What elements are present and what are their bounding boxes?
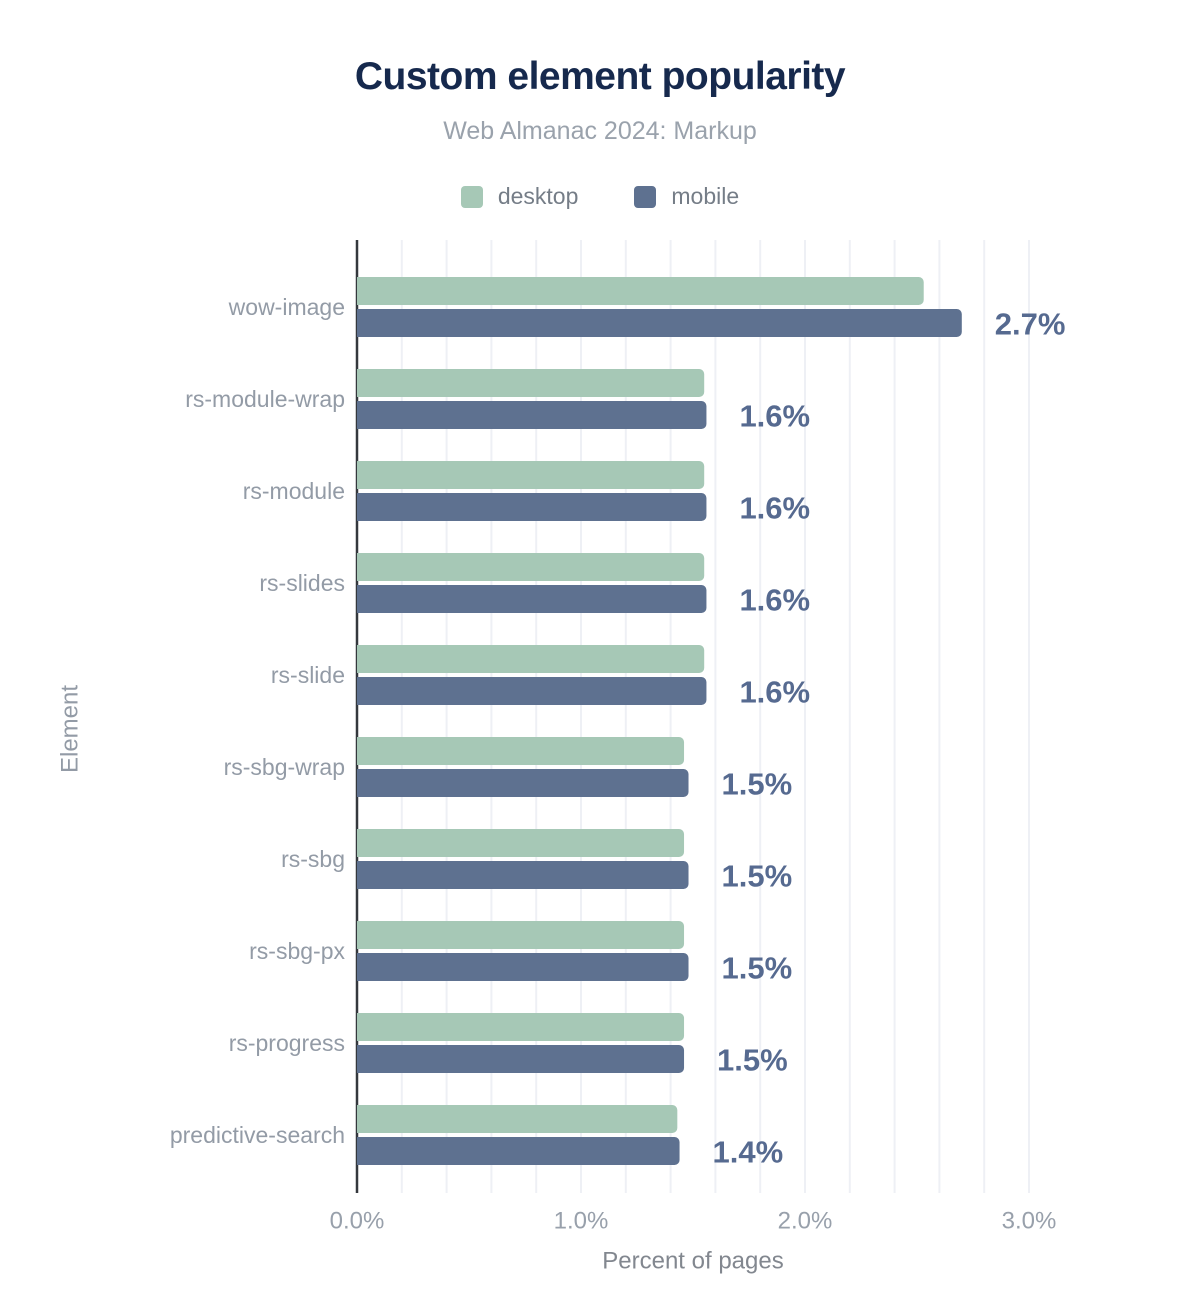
bar-mobile-rs-slides [357, 585, 707, 613]
bar-desktop-rs-module-wrap [357, 369, 705, 397]
bar-mobile-wow-image [357, 309, 962, 337]
legend-swatch-desktop [460, 185, 483, 208]
chart-header: Custom element popularity Web Almanac 20… [0, 54, 1200, 210]
bar-mobile-rs-sbg-wrap [357, 769, 689, 797]
chart-title: Custom element popularity [354, 55, 846, 98]
bar-desktop-rs-slide [357, 645, 705, 673]
legend-item-mobile: mobile [634, 183, 739, 210]
x-tick-label: 3.0% [1002, 1208, 1057, 1235]
value-label-rs-sbg-wrap: 1.5% [722, 767, 793, 802]
y-axis-title: Element [57, 685, 84, 773]
x-tick-label: 0.0% [330, 1208, 385, 1235]
category-label-rs-slides: rs-slides [259, 570, 345, 596]
legend-item-desktop: desktop [460, 183, 579, 210]
bar-desktop-rs-sbg-px [357, 921, 685, 949]
legend-swatch-mobile [634, 185, 657, 208]
bar-desktop-wow-image [357, 277, 924, 305]
bar-mobile-predictive-search [357, 1137, 680, 1165]
value-label-rs-sbg: 1.5% [722, 859, 793, 894]
value-label-rs-slide: 1.6% [739, 675, 810, 710]
value-label-rs-progress: 1.5% [717, 1043, 788, 1078]
value-label-rs-module-wrap: 1.6% [739, 399, 810, 434]
value-label-rs-sbg-px: 1.5% [722, 951, 793, 986]
bar-desktop-rs-module [357, 461, 705, 489]
bar-desktop-predictive-search [357, 1105, 678, 1133]
bar-desktop-rs-slides [357, 553, 705, 581]
category-label-rs-progress: rs-progress [229, 1030, 345, 1056]
bar-mobile-rs-module-wrap [357, 401, 707, 429]
category-label-predictive-search: predictive-search [170, 1122, 345, 1148]
value-label-rs-slides: 1.6% [739, 583, 810, 618]
legend-label-mobile: mobile [671, 183, 740, 209]
x-tick-label: 2.0% [778, 1208, 833, 1235]
value-label-predictive-search: 1.4% [713, 1135, 784, 1170]
category-label-rs-module: rs-module [243, 478, 345, 504]
category-label-wow-image: wow-image [228, 294, 345, 320]
chart-subtitle: Web Almanac 2024: Markup [443, 117, 757, 145]
legend-label-desktop: desktop [497, 183, 579, 209]
bar-desktop-rs-sbg [357, 829, 685, 857]
bar-mobile-rs-progress [357, 1045, 685, 1073]
x-tick-label: 1.0% [554, 1208, 609, 1235]
category-label-rs-module-wrap: rs-module-wrap [185, 386, 345, 412]
value-label-wow-image: 2.7% [995, 307, 1066, 342]
value-label-rs-module: 1.6% [739, 491, 810, 526]
category-label-rs-sbg-px: rs-sbg-px [249, 938, 345, 964]
bar-mobile-rs-slide [357, 677, 707, 705]
bar-mobile-rs-sbg [357, 861, 689, 889]
category-label-rs-slide: rs-slide [271, 662, 345, 688]
legend: desktop mobile [0, 183, 1200, 210]
category-label-rs-sbg-wrap: rs-sbg-wrap [224, 754, 345, 780]
bar-desktop-rs-sbg-wrap [357, 737, 685, 765]
bar-mobile-rs-module [357, 493, 707, 521]
bar-desktop-rs-progress [357, 1013, 685, 1041]
bar-mobile-rs-sbg-px [357, 953, 689, 981]
category-label-rs-sbg: rs-sbg [281, 846, 345, 872]
x-axis-title: Percent of pages [602, 1248, 783, 1275]
